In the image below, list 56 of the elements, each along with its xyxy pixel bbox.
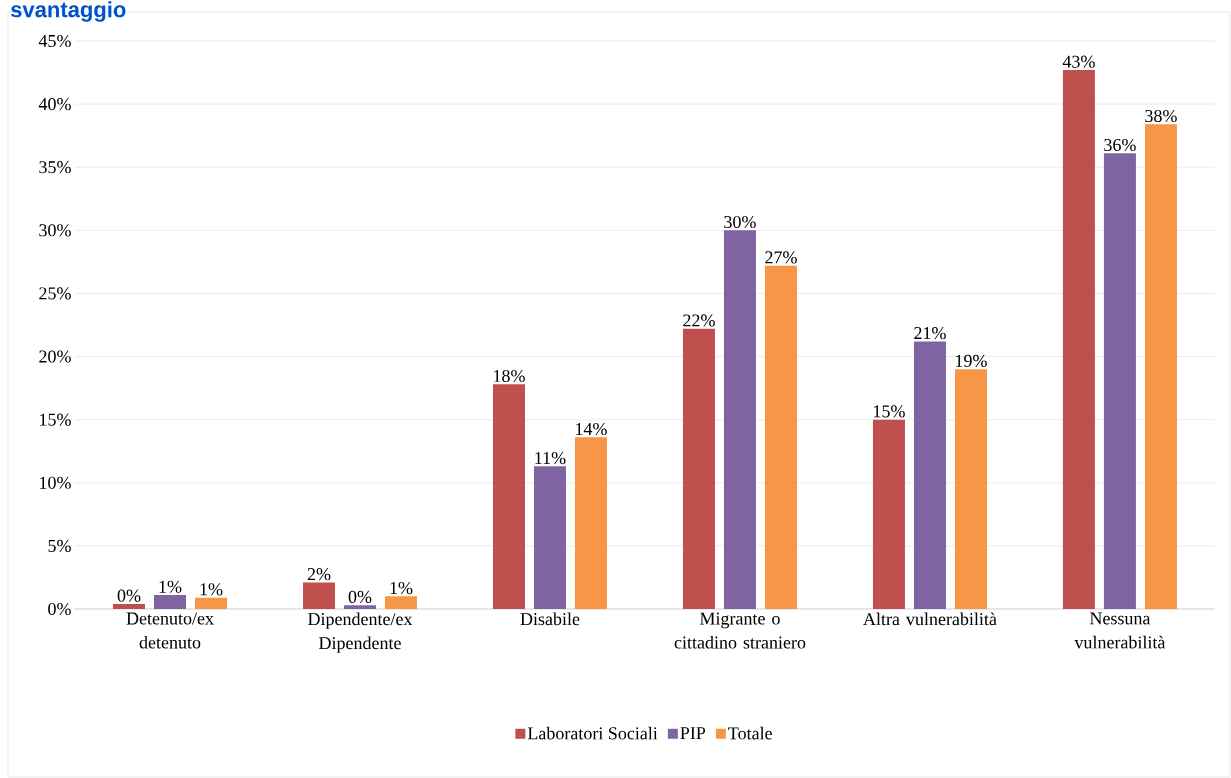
- y-tick-label: 45%: [38, 34, 71, 48]
- y-tick-label: 20%: [39, 350, 71, 363]
- data-label: 38%: [1145, 109, 1177, 123]
- bar: [1103, 153, 1136, 609]
- legend-label: Totale: [728, 726, 772, 740]
- bar: [492, 384, 525, 609]
- data-label: 1%: [200, 583, 223, 596]
- bar: [113, 603, 145, 609]
- data-label: 1%: [159, 580, 182, 593]
- data-label: 15%: [874, 405, 905, 418]
- y-tick-label: 30%: [39, 224, 71, 237]
- bar: [574, 437, 607, 609]
- x-tick-label: Detenuto/ex detenuto: [126, 612, 214, 649]
- y-tick-label: 40%: [38, 98, 71, 111]
- data-label: 0%: [348, 590, 372, 603]
- data-label: 11%: [535, 451, 566, 465]
- data-label: 27%: [765, 251, 797, 264]
- bar: [872, 419, 905, 609]
- bar: [343, 605, 376, 609]
- data-label: 2%: [307, 568, 331, 581]
- x-tick-label: Dipendente/ex Dipendente: [308, 612, 413, 653]
- y-tick-label: 35%: [39, 161, 71, 174]
- bar: [682, 328, 715, 609]
- bar: [954, 369, 987, 609]
- bar: [384, 596, 417, 609]
- x-tick-label: Altra vulnerabilità: [863, 612, 997, 626]
- x-tick-label: Nessuna vulnerabilità: [1074, 612, 1166, 649]
- data-label: 0%: [117, 589, 141, 602]
- chart-title: svantaggio: [10, 1, 126, 22]
- data-label: 21%: [914, 326, 946, 340]
- data-label: 18%: [494, 369, 525, 383]
- bar: [1062, 70, 1095, 609]
- bar: [195, 597, 227, 609]
- bar: [913, 341, 946, 609]
- legend-label: Laboratori Sociali: [527, 726, 658, 740]
- y-tick-label: 15%: [40, 413, 71, 426]
- bar: [723, 230, 756, 609]
- y-tick-label: 10%: [40, 476, 71, 489]
- bar: [154, 595, 186, 609]
- x-tick-label: Disabile: [520, 612, 580, 626]
- bar: [764, 265, 797, 609]
- bar: [533, 466, 566, 609]
- bar: [1144, 124, 1177, 609]
- bar: [302, 582, 335, 609]
- x-tick-label: Migrante o cittadino straniero: [674, 612, 806, 649]
- data-label: 19%: [956, 354, 987, 367]
- data-label: 22%: [683, 314, 715, 327]
- data-label: 1%: [390, 581, 413, 595]
- legend-label: PIP: [680, 727, 706, 739]
- data-label: 30%: [724, 215, 756, 229]
- data-label: 36%: [1104, 138, 1136, 152]
- y-tick-label: 0%: [48, 602, 71, 616]
- y-tick-label: 25%: [39, 287, 71, 300]
- y-tick-label: 5%: [48, 539, 71, 552]
- data-label: 14%: [576, 422, 607, 436]
- data-label: 43%: [1062, 55, 1095, 68]
